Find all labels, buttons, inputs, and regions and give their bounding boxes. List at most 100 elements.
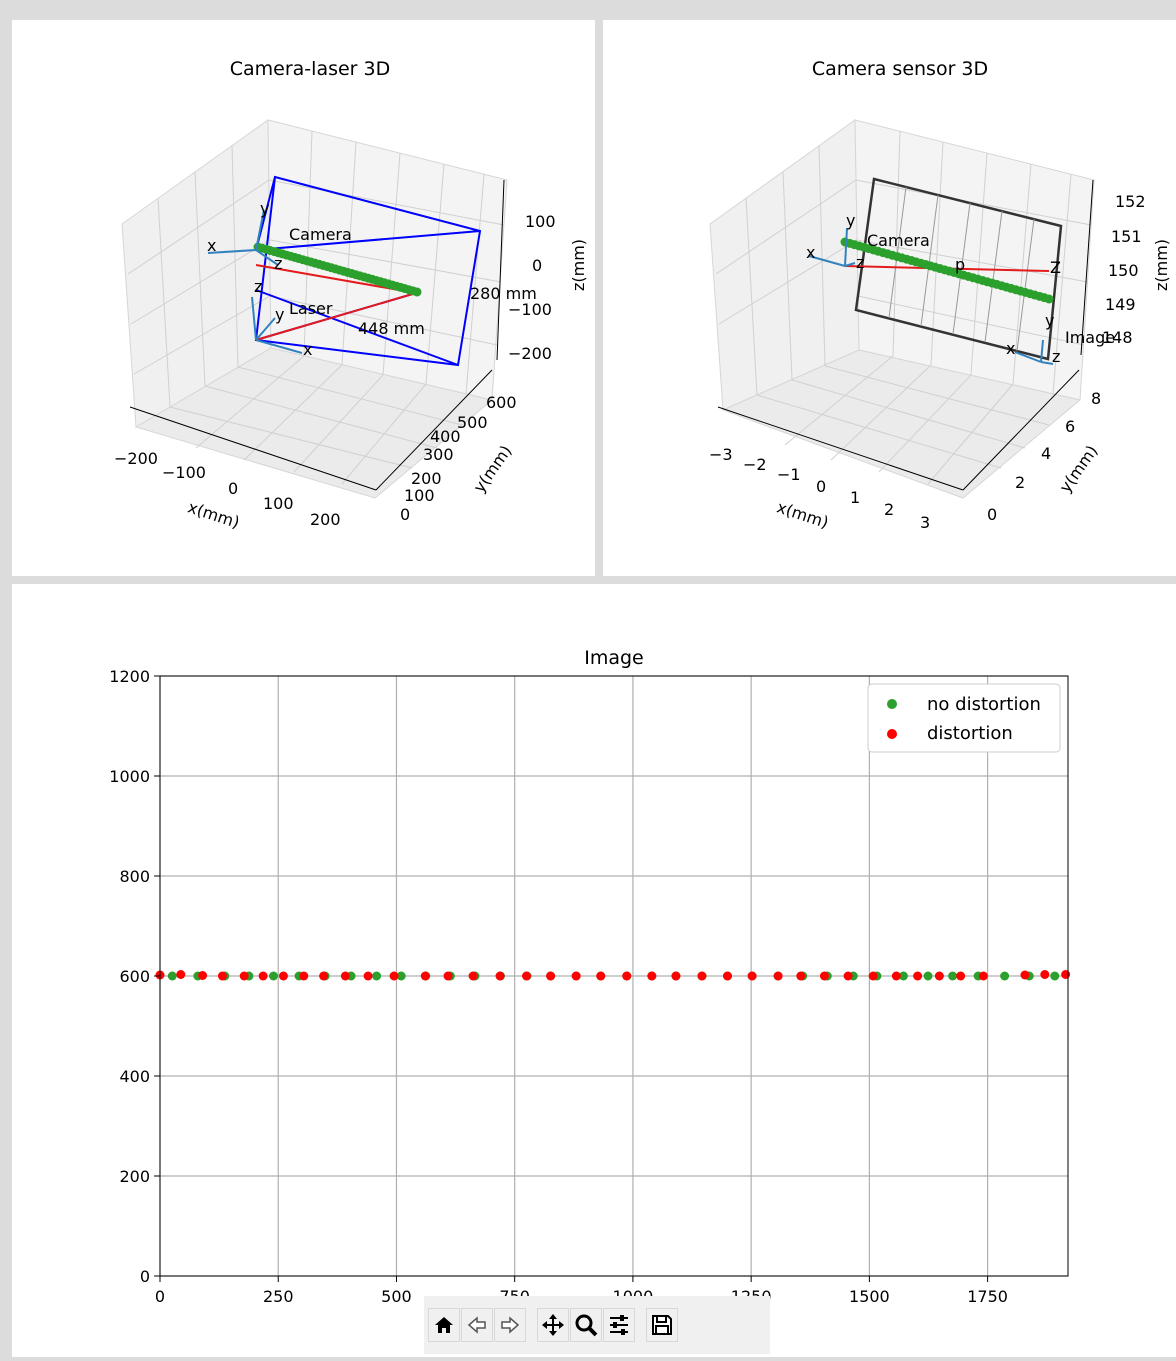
point-distortion [671,971,681,981]
axis-letter-x: x [806,243,815,262]
pan-button[interactable] [537,1308,569,1342]
data-points [155,970,1071,981]
point-distortion [622,971,632,981]
point-distortion [978,971,988,981]
point-distortion [747,971,757,981]
axis-letter-z: z [856,253,864,272]
home-button[interactable] [428,1308,460,1342]
x-tick-label: −200 [114,449,158,468]
point-no-distortion [1050,971,1060,981]
point-distortion [1061,970,1071,979]
save-button[interactable] [646,1308,678,1342]
magnifier-icon [575,1314,598,1337]
axis-letter-y: y [1045,311,1054,330]
y-tick-label: 2 [1015,473,1025,492]
z-point-label: Z [1050,258,1061,277]
chart-title: Image [584,647,644,669]
x-tick-label: −100 [162,463,206,482]
point-no-distortion [1000,971,1010,981]
camera-sensor-3d-panel: Camera sensor 3D y x z y x z Camera p Z … [603,20,1176,576]
point-distortion [843,971,853,981]
point-no-distortion [167,971,177,981]
coordinate-axes [207,209,303,354]
distance-label: 448 mm [358,319,425,338]
point-no-distortion [269,971,278,981]
x-axis-label: x(mm) [775,498,831,532]
back-button[interactable] [461,1308,493,1342]
projected-points [253,242,422,297]
axis-letter-z: z [1052,347,1060,366]
y-tick-label: 1000 [109,767,150,786]
coordinate-axes [808,227,1054,365]
home-icon [435,1317,453,1333]
legend-label: no distortion [927,694,1041,715]
move-icon [542,1314,564,1336]
x-axis-line [129,406,377,491]
point-distortion [796,971,806,981]
camera-sensor-3d-chart: Camera sensor 3D y x z y x z Camera p Z … [709,58,1171,532]
z-tick-label: 151 [1111,227,1142,246]
laser-label: Laser [289,299,333,318]
x-tick-label: −1 [777,465,801,484]
legend-box [867,683,1061,753]
laser-ray [255,292,417,341]
x-axis-label: x(mm) [186,498,242,532]
axis-letter-y: y [260,199,269,218]
z-tick-label: −200 [508,344,552,363]
y-axis-label: y(mm) [469,442,515,496]
point-distortion [522,971,532,981]
point-marker [412,287,422,297]
y-tick-label: 600 [486,393,517,412]
y-tick-label: 0 [987,505,997,524]
point-distortion [1040,970,1050,979]
x-tick-label: 1750 [967,1287,1008,1306]
z-tick-label: 148 [1102,328,1133,347]
configure-button[interactable] [603,1308,635,1342]
x-tick-label: 1 [850,488,860,507]
point-distortion [956,971,966,981]
arrow-right-icon [501,1316,520,1334]
axis-letter-x: x [207,236,216,255]
zoom-button[interactable] [570,1308,602,1342]
y-tick-label: 0 [140,1267,150,1286]
y-tick-label: 800 [119,867,150,886]
x-tick-label: 0 [816,477,826,496]
axis-letter-z: z [274,254,282,273]
point-distortion [278,971,288,981]
distance-label: 280 mm [470,284,537,303]
sliders-icon [610,1315,628,1335]
point-distortion [934,971,944,981]
z-tick-label: 100 [525,212,556,231]
z-tick-label: 150 [1108,261,1139,280]
y-axis-line [375,369,493,491]
z-tick-label: 0 [532,256,542,275]
floor-pane [134,347,494,499]
forward-button[interactable] [494,1308,526,1342]
z-axis-label: z(mm) [1152,239,1171,291]
x-tick-label: −3 [709,445,733,464]
point-distortion [1020,970,1030,980]
x-tick-label: 100 [263,494,294,513]
point-distortion [647,971,657,981]
x-tick-label: 200 [310,510,341,529]
navigation-toolbar [424,1296,770,1354]
legend-marker-no-distortion [887,699,897,709]
x-tick-label: 500 [381,1287,412,1306]
point-distortion [697,971,707,981]
y-tick-label: 100 [404,486,435,505]
chart-title: Camera sensor 3D [812,58,988,80]
tick-labels: 0250500750100012501500175002004006008001… [109,667,1008,1306]
arrow-left-icon [467,1316,486,1334]
point-no-distortion [898,971,908,981]
camera-label: Camera [867,231,930,250]
projected-points [840,237,1054,304]
point-distortion [868,971,878,981]
point-distortion [596,971,606,981]
x-axis-line [717,406,964,491]
image-scatter-chart: Image 0250500750100012501500175002004006… [109,647,1071,1306]
y-tick-label: 300 [423,445,454,464]
camera-label: Camera [289,225,352,244]
z-axis-line [496,179,505,361]
point-distortion [299,971,309,981]
legend-marker-distortion [887,729,897,739]
